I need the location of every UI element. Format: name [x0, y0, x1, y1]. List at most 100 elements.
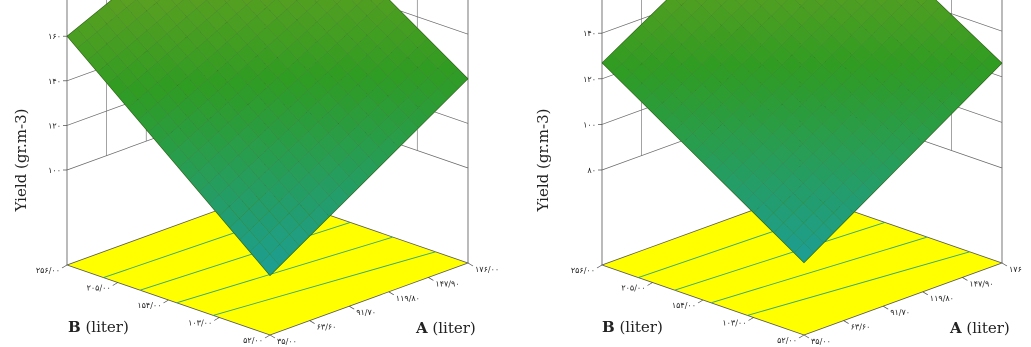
z-axis: ۸۰۱۰۰۱۲۰۱۴۰۱۶۰۱۸۰ — [583, 29, 602, 175]
x-tick-mark — [349, 305, 355, 310]
y-tick-mark — [748, 317, 754, 321]
y-tick-mark — [264, 334, 271, 339]
surface-patch — [755, 0, 768, 7]
y-tick-label: ۲۵۶/۰۰ — [571, 266, 595, 275]
surface-patch — [801, 0, 822, 16]
surface-patch — [370, 0, 385, 7]
surface-patch — [376, 0, 398, 17]
y-tick-mark — [798, 334, 805, 339]
surface-patch — [855, 0, 868, 7]
surface-patch — [196, 0, 218, 20]
y-tick-label: ۱۵۴/۰۰ — [672, 301, 696, 310]
x-tick-mark — [428, 277, 434, 281]
surface-patch — [814, 0, 828, 7]
floor-contour-line — [176, 236, 394, 304]
surface-patch — [224, 0, 230, 3]
y-tick-label: ۱۰۳/۰۰ — [722, 319, 746, 328]
z-tick-label: ۱۴۰ — [48, 77, 61, 86]
surface-patch — [901, 0, 922, 16]
surface-patch — [156, 0, 177, 15]
x-tick-mark — [962, 277, 968, 281]
surface-patch — [356, 0, 378, 16]
y-tick-mark — [163, 299, 169, 304]
x-tick-label: ۱۴۷/۹۰ — [435, 279, 459, 288]
surface-patch — [336, 0, 358, 15]
y-tick-mark — [112, 282, 118, 286]
surface-patch — [226, 0, 247, 14]
floor-contour-line — [710, 236, 928, 304]
surface-patch — [206, 0, 227, 12]
y-tick-label: ۲۰۵/۰۰ — [621, 284, 645, 293]
z-tick-label: ۱۰۰ — [48, 166, 61, 175]
surface-patch — [681, 0, 702, 16]
surface-patch — [895, 0, 908, 6]
response-surface-plot-right: ۸۰۱۰۰۱۲۰۱۴۰۱۶۰۱۸۰Yield (gr.m-3)۳۵/۰۰۶۳/۶… — [534, 0, 1022, 346]
surface-patch — [695, 0, 708, 6]
x-tick-mark — [922, 291, 928, 296]
x-tick-mark — [388, 291, 394, 296]
floor-contour-line — [213, 251, 436, 316]
surface-patch — [761, 0, 782, 16]
y-tick-label: ۵۲/۰۰ — [243, 336, 263, 345]
y-tick-mark — [596, 264, 603, 269]
x-axis: ۳۵/۰۰ ۶۳/۶۰ ۹۱/۷۰ ۱۱۹/۸۰ ۱۴۷/۹۰ ۱۷۶ — [803, 262, 1022, 346]
y-tick-label: ۲۰۵/۰۰ — [87, 284, 111, 293]
y-axis: ۵۲/۰۰ ۱۰۳/۰۰ ۱۵۴/۰۰ ۲۰۵/۰۰ ۲۵۶/۰۰ — [36, 264, 271, 345]
surface-patch — [314, 0, 320, 3]
surface-patch — [296, 0, 318, 12]
x-tick-label: ۱۱۹/۸۰ — [930, 294, 954, 303]
surface-patch — [119, 0, 136, 8]
floor-contour-line — [139, 221, 351, 291]
x-tick-mark — [1001, 262, 1008, 267]
surface-patch — [875, 0, 888, 6]
x-tick-label: ۶۳/۶۰ — [851, 323, 871, 332]
surface-patch — [246, 0, 268, 17]
x-tick-mark — [843, 320, 849, 324]
response-surface — [66, 0, 469, 277]
floor-contours — [638, 207, 970, 316]
surface-outline — [601, 0, 1003, 264]
surface-outline — [66, 0, 469, 277]
wall-outline — [601, 0, 1003, 265]
response-surface — [601, 0, 1003, 264]
z-tick-label: ۱۰۰ — [583, 120, 596, 129]
response-surface-plot-left: ۱۰۰۱۲۰۱۴۰۱۶۰۱۸۰۲۰۰Yield (gr.m-3)۳۵/۰۰۶۳/… — [12, 0, 499, 346]
surface-patch — [775, 0, 788, 7]
surface-patch — [277, 0, 297, 10]
x-tick-label: ۹۱/۷۰ — [356, 308, 376, 317]
y-axis-title: B (liter) — [68, 318, 129, 336]
z-tick-label: ۱۴۰ — [583, 29, 596, 38]
y-axis-title: B (liter) — [602, 318, 663, 336]
floor-contour-line — [674, 221, 885, 291]
surface-patch — [675, 0, 688, 6]
surface-patch — [741, 0, 762, 16]
surface-patch — [701, 0, 722, 16]
surface-patch — [241, 0, 253, 6]
surface-patch — [106, 0, 127, 16]
surface-patch — [259, 0, 276, 8]
surface-patch — [915, 0, 928, 6]
surface-patch — [661, 0, 682, 16]
x-tick-mark — [883, 305, 889, 310]
x-tick-mark — [803, 334, 810, 339]
surface-patch — [715, 0, 728, 6]
surface-patch — [821, 0, 842, 16]
surface-patch — [176, 0, 197, 18]
x-tick-label: ۱۷۶ — [1009, 265, 1022, 274]
x-tick-label: ۱۷۶/۰۰ — [475, 265, 499, 274]
z-axis-title: Yield (gr.m-3) — [12, 109, 30, 213]
x-tick-label: ۶۳/۶۰ — [317, 323, 337, 332]
surface-patch — [332, 0, 342, 5]
y-tick-mark — [214, 317, 220, 321]
x-tick-label: ۳۵/۰۰ — [277, 337, 297, 346]
surface-patch — [266, 0, 288, 19]
surface-patch — [721, 0, 742, 16]
x-tick-mark — [309, 320, 315, 324]
surface-patch — [136, 0, 157, 11]
surface-patch — [921, 0, 942, 16]
surface-patch — [126, 0, 147, 20]
y-tick-label: ۱۵۴/۰۰ — [137, 301, 161, 310]
y-tick-mark — [697, 299, 704, 304]
x-axis-title: A (liter) — [949, 319, 1010, 337]
y-tick-label: ۵۲/۰۰ — [777, 336, 797, 345]
